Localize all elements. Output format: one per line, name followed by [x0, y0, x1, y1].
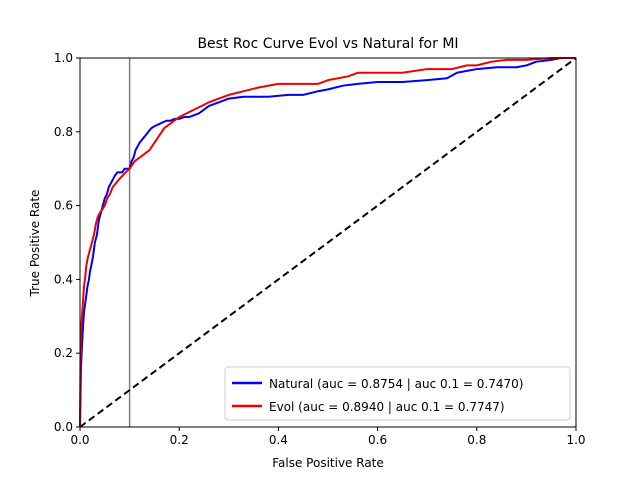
chance-diagonal-line: [79, 57, 577, 428]
y-tick-label: 0.0: [54, 420, 73, 434]
plot-content: 0.0 0.2 0.4 0.6 0.8 1.0 0.0 0.2 0.4 0.6 0.8 1.0: [54, 51, 586, 447]
x-tick-label: 0.2: [170, 433, 189, 447]
x-tick-label: 0.0: [70, 433, 89, 447]
plot-frame: [79, 57, 577, 428]
x-tick-label: 0.4: [269, 433, 288, 447]
y-tick-label: 0.8: [54, 125, 73, 139]
y-tick-label: 1.0: [54, 51, 73, 65]
legend: Natural (auc = 0.8754 | auc 0.1 = 0.7470…: [224, 366, 571, 421]
x-tick-label: 0.8: [467, 433, 486, 447]
y-axis-label: True Positive Rate: [28, 190, 42, 298]
roc-curve-evol: [79, 57, 576, 428]
x-axis-label: False Positive Rate: [272, 456, 384, 470]
legend-box: [224, 366, 571, 421]
y-tick-label: 0.4: [54, 272, 73, 286]
x-tick-label: 1.0: [566, 433, 585, 447]
roc-curve-natural: [79, 57, 576, 428]
chart-title: Best Roc Curve Evol vs Natural for MI: [197, 36, 458, 52]
x-tick-label: 0.6: [368, 433, 387, 447]
y-tick-label: 0.2: [54, 346, 73, 360]
legend-label-evol: Evol (auc = 0.8940 | auc 0.1 = 0.7747): [269, 400, 505, 414]
y-tick-label: 0.6: [54, 199, 73, 213]
legend-label-natural: Natural (auc = 0.8754 | auc 0.1 = 0.7470…: [269, 377, 523, 391]
